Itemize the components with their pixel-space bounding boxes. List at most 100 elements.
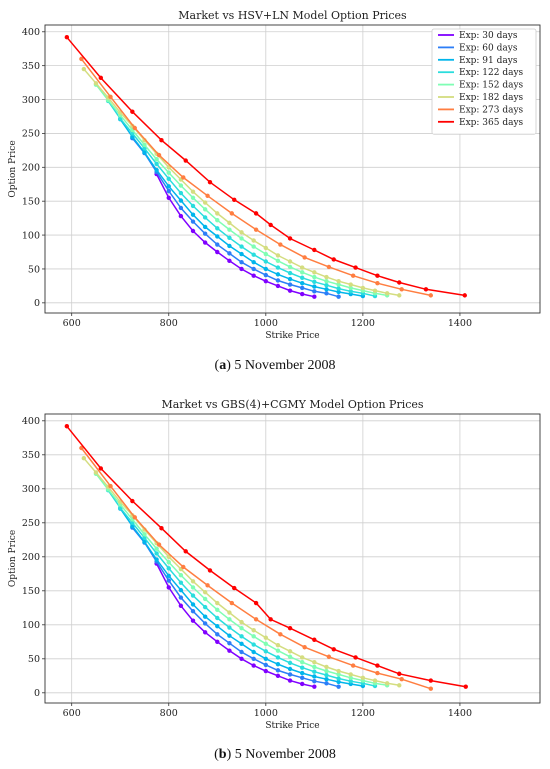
data-point: [215, 234, 220, 239]
data-point: [154, 167, 159, 173]
data-point: [178, 595, 184, 600]
y-tick-label: 400: [22, 416, 40, 427]
data-point: [154, 161, 159, 167]
data-point: [190, 219, 196, 224]
data-point: [202, 596, 208, 602]
data-point: [227, 243, 232, 249]
data-point: [263, 668, 269, 674]
data-point: [154, 557, 159, 562]
data-point: [331, 647, 336, 652]
legend-label: Exp: 152 days: [459, 81, 524, 91]
data-point: [215, 632, 220, 637]
x-tick-label: 600: [63, 708, 81, 719]
data-point: [312, 270, 317, 275]
data-point: [302, 255, 307, 260]
data-point: [324, 668, 329, 674]
data-point: [215, 639, 220, 644]
data-point: [263, 266, 269, 272]
data-point: [397, 671, 402, 676]
data-point: [154, 156, 159, 162]
data-point: [79, 445, 84, 451]
x-tick-label: 800: [160, 708, 178, 719]
x-axis-label: Strike Price: [265, 331, 319, 341]
data-point: [239, 236, 244, 241]
data-point: [300, 275, 305, 280]
series-1: [130, 135, 341, 299]
data-point: [190, 618, 196, 623]
data-point: [202, 207, 208, 212]
data-point: [353, 655, 358, 660]
data-point: [348, 285, 353, 291]
data-point: [215, 211, 220, 216]
data-point: [375, 663, 380, 668]
data-point: [353, 265, 358, 270]
data-point: [166, 176, 171, 182]
data-point: [253, 211, 259, 216]
data-point: [202, 589, 208, 595]
legend-label: Exp: 122 days: [459, 68, 524, 78]
data-point: [251, 628, 256, 633]
data-point: [251, 634, 256, 639]
data-point: [348, 289, 353, 294]
data-point: [232, 197, 237, 203]
data-point: [239, 634, 244, 639]
caption-b-text: 5 November 2008: [234, 747, 336, 762]
data-point: [287, 672, 293, 677]
data-point: [205, 193, 210, 198]
data-point: [215, 615, 220, 621]
data-point: [251, 642, 256, 647]
data-point: [251, 252, 256, 257]
data-point: [142, 539, 147, 545]
data-point: [348, 679, 353, 684]
chart-panel-a: Market vs HSV+LN Model Option Prices 600 8…: [8, 9, 541, 341]
data-point: [132, 515, 137, 520]
data-point: [324, 677, 329, 682]
data-point: [227, 610, 232, 615]
series-0: [154, 561, 317, 689]
data-point: [227, 625, 232, 630]
data-point: [275, 655, 281, 660]
y-tick-label: 100: [22, 230, 40, 241]
y-tick-label: 150: [22, 586, 40, 597]
data-point: [287, 259, 293, 264]
data-point: [215, 600, 220, 606]
data-point: [227, 617, 232, 622]
data-point: [227, 633, 232, 638]
data-point: [229, 600, 235, 606]
data-point: [300, 285, 305, 291]
data-point: [384, 291, 390, 296]
data-point: [178, 572, 184, 578]
data-point: [312, 274, 317, 280]
data-point: [348, 675, 353, 681]
caption-b: (b) 5 November 2008: [214, 747, 336, 762]
data-point: [239, 619, 244, 625]
data-point: [132, 125, 137, 131]
chart-title: Market vs GBS(4)+CGMY Model Option Price…: [161, 398, 423, 411]
data-point: [154, 551, 159, 556]
data-point: [227, 640, 232, 646]
caption-a-text: 5 November 2008: [234, 358, 336, 373]
data-point: [251, 266, 256, 272]
data-point: [142, 142, 147, 148]
data-point: [275, 662, 281, 667]
data-point: [263, 635, 269, 640]
data-point: [190, 579, 196, 584]
y-tick-label: 50: [28, 654, 40, 665]
data-point: [397, 280, 402, 285]
data-point: [190, 228, 196, 234]
data-point: [312, 679, 317, 684]
series-7: [64, 34, 467, 298]
data-point: [207, 180, 213, 185]
data-point: [207, 568, 213, 573]
y-tick-label: 50: [28, 264, 40, 275]
y-axis-label: Option Price: [8, 530, 18, 587]
data-point: [462, 293, 467, 298]
data-point: [190, 593, 196, 598]
legend-label: Exp: 91 days: [459, 56, 518, 66]
legend-label: Exp: 30 days: [459, 31, 518, 41]
data-point: [263, 649, 269, 654]
data-point: [227, 220, 232, 226]
x-tick-label: 1200: [351, 318, 375, 329]
caption-b-label: b: [218, 747, 227, 762]
x-axis-label: Strike Price: [265, 721, 319, 731]
